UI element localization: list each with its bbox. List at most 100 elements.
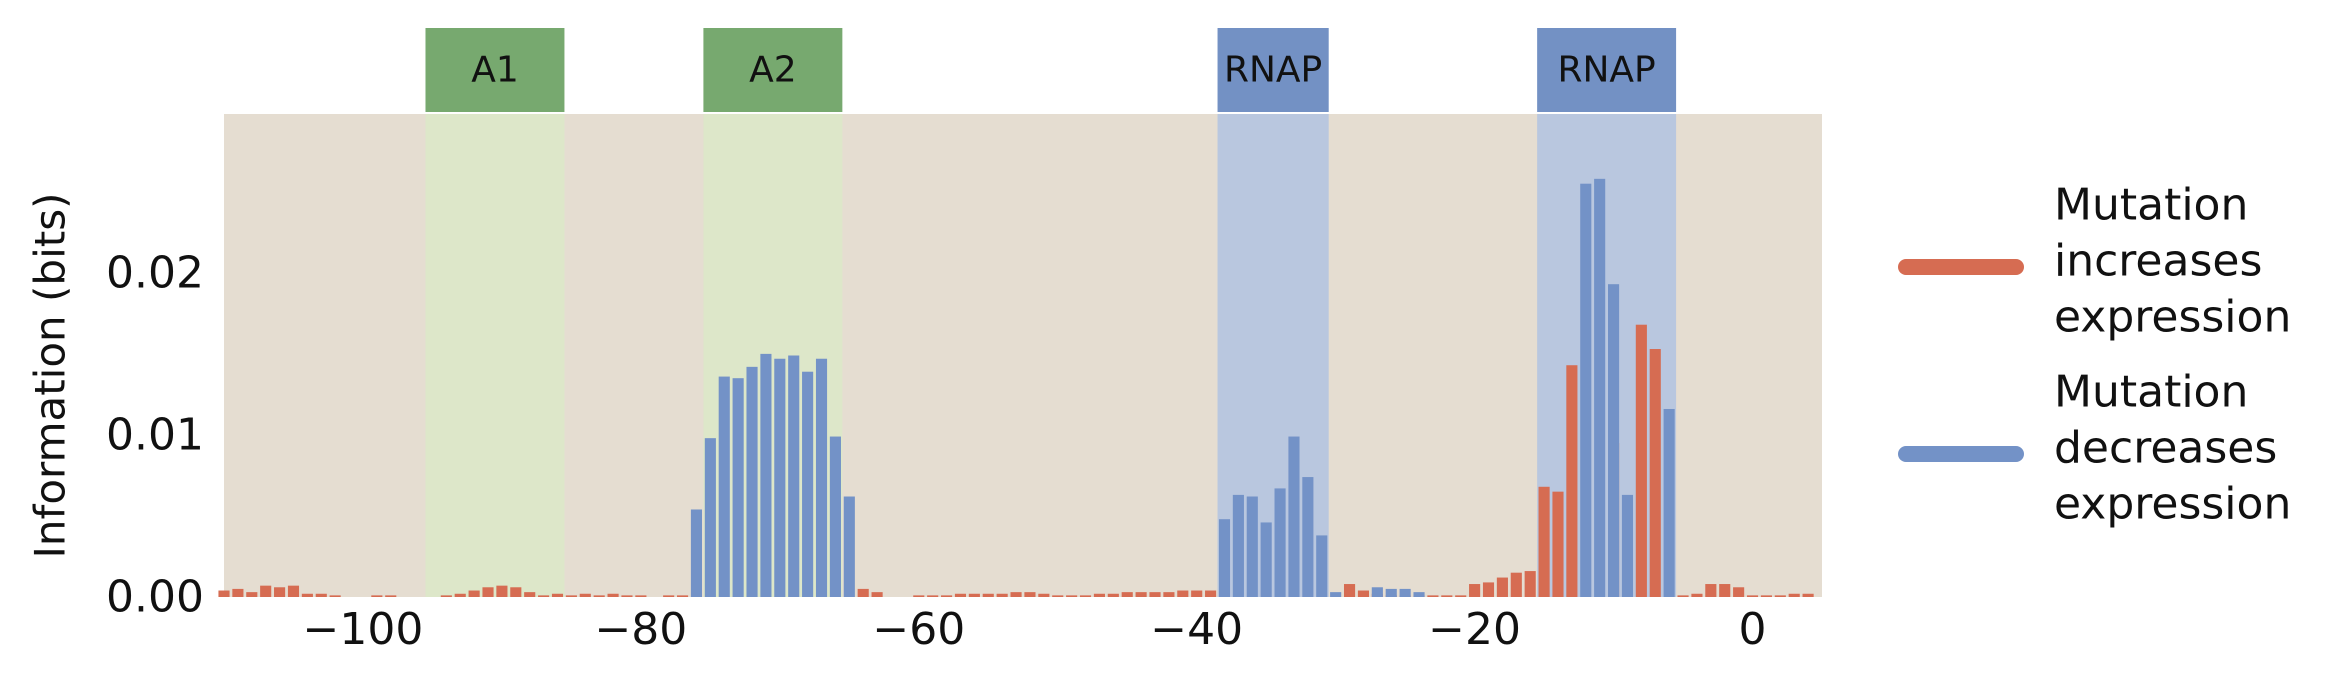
bar-increases-77: [1733, 587, 1745, 597]
bar-decreases-18: [1288, 436, 1300, 597]
bar-increases-63: [1482, 582, 1495, 597]
bar-increases-32: [927, 595, 939, 597]
bar-decreases-25: [1413, 592, 1425, 597]
bar-increases-60: [1441, 595, 1453, 597]
bar-increases-2: [232, 588, 244, 597]
bar-increases-48: [1149, 592, 1161, 597]
bar-increases-27: [663, 595, 675, 597]
bar-decreases-29: [1621, 494, 1634, 597]
bar-increases-35: [968, 593, 980, 597]
bar-decreases-2: [704, 438, 716, 597]
bar-increases-40: [1038, 593, 1050, 597]
region-label-box-3: [1217, 28, 1329, 112]
bar-increases-62: [1469, 584, 1481, 597]
bar-decreases-20: [1316, 535, 1328, 597]
bar-decreases-24: [1399, 588, 1411, 597]
bar-increases-10: [371, 595, 383, 597]
bar-increases-67: [1538, 486, 1550, 597]
bar-increases-82: [1802, 593, 1814, 597]
bar-decreases-4: [732, 378, 744, 597]
y-axis-label: Information (bits): [26, 193, 75, 559]
x-tick-label-2: −80: [594, 604, 687, 655]
series-decreases: [690, 178, 1675, 597]
bar-increases-16: [496, 585, 508, 597]
bar-increases-17: [510, 587, 522, 597]
bar-increases-71: [1635, 324, 1647, 597]
bar-increases-19: [538, 595, 550, 597]
region-label-1: A1: [471, 50, 519, 91]
bar-decreases-30: [1663, 408, 1675, 597]
bar-increases-36: [982, 593, 994, 597]
bar-increases-76: [1719, 584, 1731, 597]
bar-increases-68: [1552, 491, 1564, 597]
region-label-box-1: [425, 28, 565, 112]
bar-decreases-7: [774, 358, 786, 597]
series-increases: [218, 324, 1814, 597]
x-tick-label-3: −60: [872, 604, 965, 655]
bar-increases-72: [1649, 349, 1661, 597]
bar-increases-1: [218, 590, 230, 597]
bar-increases-14: [468, 590, 480, 597]
bar-increases-9: [329, 595, 341, 597]
bar-increases-29: [857, 588, 869, 597]
bar-decreases-9: [802, 371, 814, 597]
legend-label-decreases-line-1: Mutation: [2054, 367, 2248, 418]
y-tick-label-3: 0.02: [106, 247, 204, 298]
bar-increases-11: [385, 595, 397, 597]
bar-decreases-12: [843, 496, 855, 597]
bar-increases-8: [315, 593, 327, 597]
bar-increases-64: [1496, 577, 1508, 597]
bar-increases-46: [1121, 592, 1133, 597]
bar-decreases-26: [1580, 183, 1592, 597]
bar-decreases-16: [1260, 522, 1272, 597]
bar-increases-43: [1079, 595, 1092, 597]
region-label-3: RNAP: [1224, 50, 1322, 91]
bar-increases-34: [954, 593, 967, 597]
x-tick-label-4: −40: [1150, 604, 1243, 655]
bar-increases-41: [1052, 595, 1064, 597]
bar-increases-6: [287, 585, 300, 597]
bar-increases-49: [1163, 592, 1175, 597]
bar-decreases-22: [1371, 587, 1383, 597]
bar-increases-73: [1677, 595, 1689, 597]
bar-decreases-17: [1274, 488, 1286, 597]
bar-decreases-5: [746, 366, 758, 597]
bar-increases-44: [1093, 593, 1105, 597]
bar-increases-52: [1205, 590, 1217, 597]
region-label-box-4: [1537, 28, 1677, 112]
legend-label-increases-line-2: increases: [2054, 236, 2262, 287]
bar-increases-80: [1774, 595, 1786, 597]
bar-increases-65: [1510, 572, 1522, 597]
bar-increases-23: [593, 595, 605, 597]
bar-increases-12: [440, 595, 452, 597]
x-tick-label-1: −100: [303, 604, 424, 655]
bar-decreases-15: [1246, 496, 1258, 597]
bar-decreases-28: [1608, 284, 1620, 597]
bar-increases-20: [551, 593, 564, 597]
bar-increases-13: [454, 593, 466, 597]
bar-increases-18: [524, 592, 536, 597]
legend-label-decreases-line-3: expression: [2054, 479, 2291, 530]
bar-increases-33: [941, 595, 953, 597]
bar-increases-61: [1455, 595, 1467, 597]
bar-increases-3: [246, 592, 258, 597]
bar-increases-21: [565, 595, 577, 597]
bar-decreases-10: [815, 358, 828, 597]
bar-increases-51: [1191, 590, 1203, 597]
bar-increases-74: [1691, 593, 1703, 597]
legend-label-increases-line-3: expression: [2054, 292, 2291, 343]
bar-increases-7: [301, 593, 313, 597]
bar-increases-39: [1024, 592, 1036, 597]
bar-increases-4: [260, 585, 272, 597]
bar-increases-54: [1357, 590, 1370, 597]
y-tick-label-1: 0.00: [106, 572, 204, 623]
legend-label-increases-line-1: Mutation: [2054, 180, 2248, 231]
bar-increases-59: [1427, 595, 1439, 597]
bar-decreases-23: [1385, 588, 1397, 597]
bar-decreases-11: [829, 436, 841, 597]
bar-increases-22: [579, 593, 591, 597]
bar-increases-75: [1705, 584, 1717, 597]
region-label-box-2: [703, 28, 843, 112]
